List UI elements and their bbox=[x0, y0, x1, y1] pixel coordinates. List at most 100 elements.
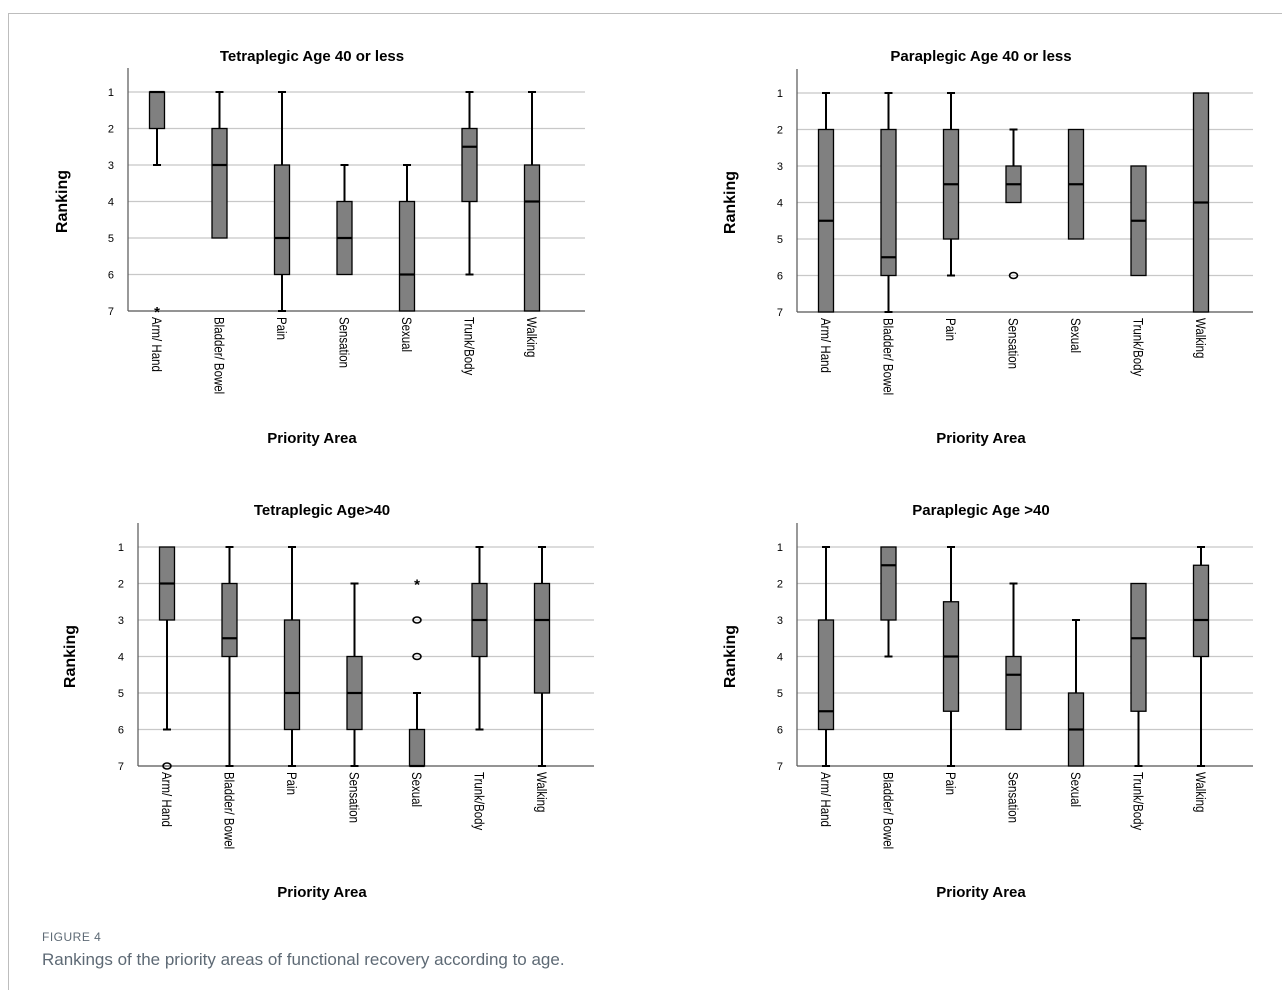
y-tick-label: 3 bbox=[777, 161, 783, 173]
y-tick-label: 7 bbox=[777, 307, 783, 319]
outlier-circle bbox=[412, 652, 422, 661]
box-6 bbox=[1130, 582, 1147, 767]
box-4 bbox=[1005, 582, 1022, 731]
category-label: Sensation bbox=[336, 317, 352, 368]
box-2 bbox=[211, 91, 228, 239]
category-label: Arm/ Hand bbox=[149, 317, 165, 372]
box-2 bbox=[221, 546, 238, 767]
category-label: Pain bbox=[943, 318, 959, 341]
y-tick-label: 7 bbox=[777, 761, 783, 773]
figure-label: FIGURE 4 bbox=[42, 930, 102, 944]
y-tick-label: 5 bbox=[108, 233, 114, 245]
outlier-circle bbox=[1008, 271, 1019, 280]
y-tick-label: 5 bbox=[777, 234, 783, 246]
y-tick-label: 5 bbox=[777, 688, 783, 700]
outlier-circle bbox=[412, 616, 422, 624]
y-tick-label: 1 bbox=[777, 88, 783, 100]
box-2 bbox=[880, 92, 897, 313]
category-label: Arm/ Hand bbox=[159, 772, 175, 827]
box-5 bbox=[1067, 619, 1085, 767]
box-iqr bbox=[398, 200, 416, 312]
box-1 bbox=[817, 92, 835, 313]
category-label: Bladder/ Bowel bbox=[880, 318, 896, 395]
category-label: Sensation bbox=[1005, 318, 1021, 369]
box-1: * bbox=[148, 90, 166, 321]
box-iqr bbox=[461, 127, 478, 203]
box-7 bbox=[533, 546, 551, 767]
box-iqr bbox=[880, 546, 897, 621]
y-tick-label: 4 bbox=[108, 197, 114, 209]
box-7 bbox=[523, 91, 541, 312]
outlier-star: * bbox=[414, 577, 420, 594]
y-tick-label: 4 bbox=[777, 198, 783, 210]
category-label: Walking bbox=[1193, 318, 1209, 358]
chart-title: Paraplegic Age >40 bbox=[912, 502, 1049, 519]
chart-panel-1: 1 2 3 4 5 6 7 Tetraplegic Age 40 or less Priorit… bbox=[54, 48, 585, 447]
box-1 bbox=[817, 546, 835, 767]
box-5: * bbox=[408, 577, 426, 768]
box-iqr bbox=[408, 728, 426, 767]
box-6 bbox=[1130, 165, 1147, 277]
chart-title: Paraplegic Age 40 or less bbox=[890, 48, 1071, 65]
y-tick-label: 1 bbox=[108, 87, 114, 99]
y-axis-title: Ranking bbox=[62, 625, 79, 688]
box-iqr bbox=[1192, 564, 1210, 658]
category-label: Sexual bbox=[1068, 772, 1084, 807]
x-axis-title: Priority Area bbox=[936, 884, 1026, 901]
chart-panel-2: 1 2 3 4 5 6 7 Paraplegic Age 40 or less Priority… bbox=[722, 48, 1253, 447]
y-tick-label: 3 bbox=[777, 615, 783, 627]
y-tick-label: 2 bbox=[777, 579, 783, 591]
category-label: Walking bbox=[524, 317, 540, 357]
box-2 bbox=[880, 546, 897, 658]
category-label: Walking bbox=[1193, 772, 1209, 812]
box-iqr bbox=[148, 91, 166, 130]
chart-title: Tetraplegic Age>40 bbox=[254, 502, 390, 519]
y-tick-label: 4 bbox=[777, 652, 783, 664]
outlier-star: * bbox=[154, 304, 160, 321]
x-axis-title: Priority Area bbox=[936, 430, 1026, 447]
box-6 bbox=[471, 546, 488, 731]
box-iqr bbox=[283, 619, 301, 731]
category-label: Sensation bbox=[346, 772, 362, 823]
category-label: Trunk/Body bbox=[471, 772, 487, 831]
y-tick-label: 4 bbox=[118, 652, 124, 664]
y-tick-label: 1 bbox=[118, 542, 124, 554]
category-label: Arm/ Hand bbox=[818, 318, 834, 373]
outlier-circle bbox=[162, 762, 172, 770]
y-axis-title: Ranking bbox=[722, 625, 739, 688]
box-iqr bbox=[273, 164, 291, 276]
box-4 bbox=[336, 164, 353, 276]
category-label: Trunk/Body bbox=[461, 317, 477, 376]
y-axis-title: Ranking bbox=[54, 170, 71, 233]
chart-panel-4: 1 2 3 4 5 6 7 Paraplegic Age >40 Priority Area Ra… bbox=[722, 502, 1253, 901]
y-tick-label: 2 bbox=[108, 124, 114, 136]
box-iqr bbox=[523, 164, 541, 312]
y-tick-label: 1 bbox=[777, 542, 783, 554]
box-3 bbox=[942, 546, 960, 767]
box-5 bbox=[398, 164, 416, 312]
y-tick-label: 6 bbox=[118, 725, 124, 737]
category-label: Sensation bbox=[1005, 772, 1021, 823]
y-tick-label: 2 bbox=[777, 125, 783, 137]
category-label: Bladder/ Bowel bbox=[880, 772, 896, 849]
box-7 bbox=[1192, 92, 1210, 313]
box-3 bbox=[942, 92, 960, 277]
category-label: Walking bbox=[534, 772, 550, 812]
category-label: Trunk/Body bbox=[1130, 318, 1146, 377]
chart-panel-3: 1 2 3 4 5 6 7 Tetraplegic Age>40 Priority Area Ra… bbox=[62, 502, 594, 901]
y-tick-label: 3 bbox=[118, 615, 124, 627]
category-label: Pain bbox=[943, 772, 959, 795]
figure-frame bbox=[8, 13, 1282, 990]
y-tick-label: 7 bbox=[108, 306, 114, 318]
category-label: Sexual bbox=[399, 317, 415, 352]
box-5 bbox=[1067, 128, 1085, 240]
box-6 bbox=[461, 91, 478, 276]
y-tick-label: 6 bbox=[108, 270, 114, 282]
figure-caption: Rankings of the priority areas of functi… bbox=[42, 950, 565, 969]
chart-title: Tetraplegic Age 40 or less bbox=[220, 48, 404, 65]
y-tick-label: 6 bbox=[777, 725, 783, 737]
category-label: Bladder/ Bowel bbox=[211, 317, 227, 394]
category-label: Sexual bbox=[409, 772, 425, 807]
y-axis-title: Ranking bbox=[722, 171, 739, 234]
box-iqr bbox=[817, 619, 835, 731]
